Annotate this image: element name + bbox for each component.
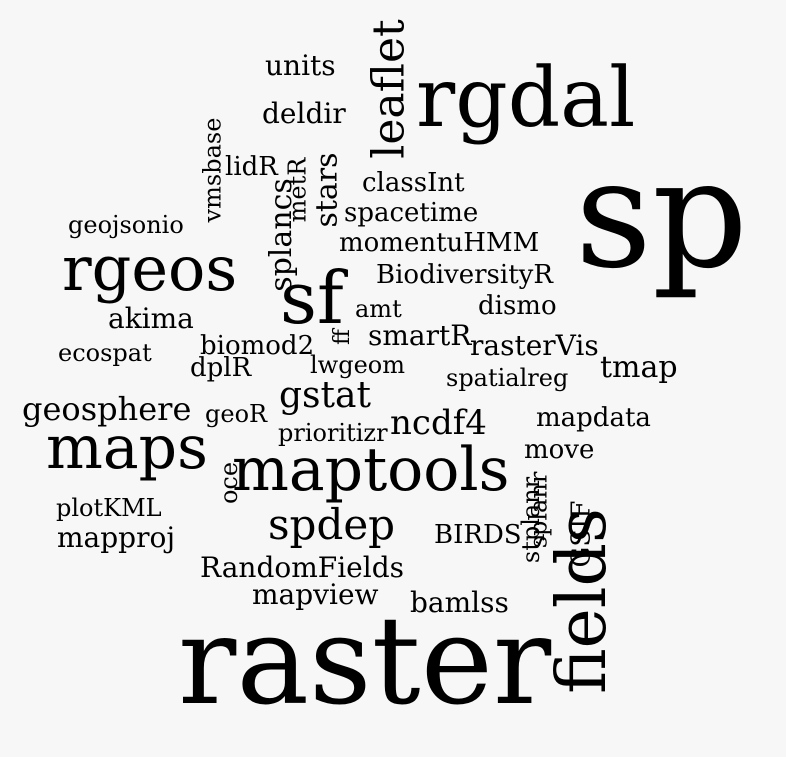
word-sf: sf: [280, 256, 344, 340]
word-stplanr: stplanr: [517, 476, 546, 564]
word-rgeos: rgeos: [62, 232, 238, 305]
word-biomod2: biomod2: [200, 331, 315, 361]
word-ff: ff: [329, 329, 355, 345]
word-spatialreg: spatialreg: [446, 364, 569, 392]
word-lwgeom: lwgeom: [310, 351, 405, 379]
word-ncdf4: ncdf4: [390, 403, 487, 443]
word-deldir: deldir: [262, 97, 346, 130]
word-spacetime: spacetime: [344, 198, 479, 228]
word-mapproj: mapproj: [57, 521, 176, 554]
word-leaflet: leaflet: [363, 19, 415, 159]
word-GSIF: GSIF: [566, 500, 597, 568]
word-prioritizr: prioritizr: [278, 419, 388, 447]
word-BIRDS: BIRDS: [434, 520, 522, 550]
word-rgdal: rgdal: [416, 51, 636, 146]
word-momentuHMM: momentuHMM: [339, 228, 540, 258]
word-akima: akima: [108, 302, 194, 335]
word-ecospat: ecospat: [58, 339, 152, 367]
word-spdep: spdep: [268, 500, 396, 549]
word-rasterVis: rasterVis: [470, 329, 599, 362]
word-metR: metR: [283, 157, 312, 223]
word-stars: stars: [309, 152, 345, 228]
word-vmsbase: vmsbase: [198, 117, 227, 223]
word-maps: maps: [46, 413, 208, 483]
word-dismo: dismo: [478, 291, 557, 321]
word-raster: raster: [178, 590, 552, 732]
word-mapview: mapview: [252, 578, 379, 611]
word-bamlss: bamlss: [410, 586, 509, 619]
word-tmap: tmap: [600, 350, 678, 385]
word-smartR: smartR: [368, 319, 472, 352]
word-geosphere: geosphere: [22, 390, 192, 428]
word-amt: amt: [355, 295, 402, 323]
word-geojsonio: geojsonio: [68, 211, 184, 239]
word-gstat: gstat: [279, 375, 371, 416]
word-move: move: [524, 435, 595, 465]
word-BiodiversityR: BiodiversityR: [376, 260, 553, 290]
word-plotKML: plotKML: [56, 494, 162, 522]
word-geoR: geoR: [205, 400, 268, 428]
word-maptools: maptools: [232, 435, 510, 505]
word-lidR: lidR: [225, 152, 278, 182]
word-RandomFields: RandomFields: [200, 551, 404, 584]
word-mapdata: mapdata: [536, 403, 651, 433]
word-oce: oce: [215, 461, 244, 505]
word-units: units: [265, 49, 336, 82]
word-sp: sp: [575, 128, 748, 302]
word-classInt: classInt: [362, 168, 465, 198]
word-dplR: dplR: [190, 353, 252, 383]
